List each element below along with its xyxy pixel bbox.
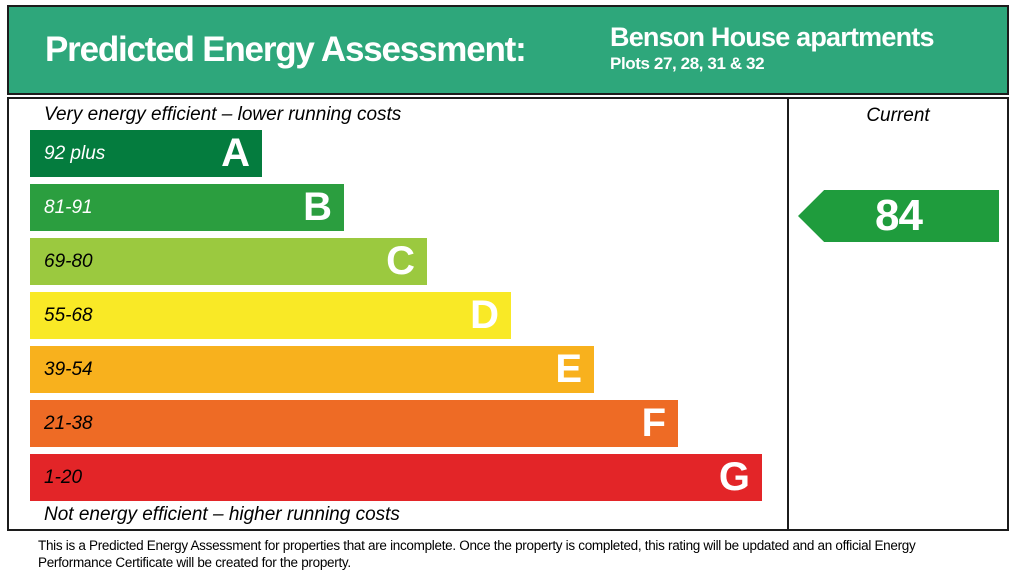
band-letter: B [303, 185, 332, 229]
band-row-C: 69-80 C [30, 238, 427, 285]
band-row-E: 39-54 E [30, 346, 594, 393]
band-letter: G [718, 455, 750, 499]
property-plots: Plots 27, 28, 31 & 32 [610, 54, 765, 74]
band-row-B: 81-91 B [30, 184, 344, 231]
top-caption: Very energy efficient – lower running co… [44, 104, 402, 125]
band-row-D: 55-68 D [30, 292, 511, 339]
property-info: Benson House apartments Plots 27, 28, 31… [610, 23, 934, 73]
bottom-caption: Not energy efficient – higher running co… [44, 504, 400, 525]
band-range-label: 1-20 [44, 466, 83, 488]
band-range-label: 21-38 [44, 412, 93, 434]
band-range-label: 81-91 [44, 196, 93, 218]
footnote-text: This is a Predicted Energy Assessment fo… [38, 538, 916, 570]
band-range-label: 69-80 [44, 250, 93, 272]
band-letter: A [221, 131, 250, 175]
property-name: Benson House apartments [610, 22, 934, 52]
current-rating-value: 84 [875, 191, 923, 240]
bands: 92 plus A 81-91 B 69-80 C 55-68 D 39-54 … [30, 130, 762, 508]
current-rating-arrow: 84 [798, 190, 999, 242]
band-row-G: 1-20 G [30, 454, 762, 501]
band-row-A: 92 plus A [30, 130, 262, 177]
band-row-F: 21-38 F [30, 400, 678, 447]
energy-rating-chart: Very energy efficient – lower running co… [7, 97, 1009, 531]
header-banner: Predicted Energy Assessment: Benson Hous… [7, 5, 1009, 95]
current-column: Current 84 [787, 99, 1007, 529]
band-letter: F [641, 401, 666, 445]
band-letter: D [470, 293, 499, 337]
band-range-label: 92 plus [44, 142, 106, 164]
band-letter: C [386, 239, 415, 283]
band-letter: E [555, 347, 582, 391]
band-range-label: 55-68 [44, 304, 93, 326]
current-column-header: Current [866, 105, 930, 126]
page-title: Predicted Energy Assessment: [45, 30, 527, 69]
band-range-label: 39-54 [44, 358, 93, 380]
